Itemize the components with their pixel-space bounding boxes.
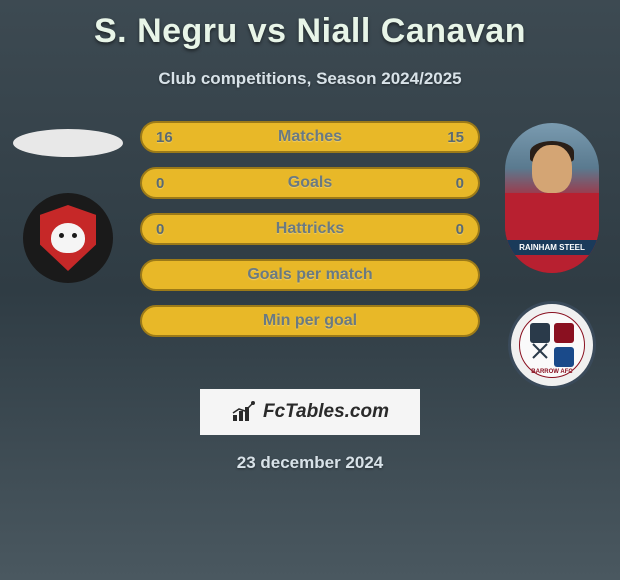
stat-left-value: 0 bbox=[156, 175, 164, 192]
subtitle: Club competitions, Season 2024/2025 bbox=[0, 69, 620, 89]
stat-row-goals: 0 Goals 0 bbox=[140, 167, 480, 199]
shield-icon bbox=[40, 205, 96, 271]
stat-left-value: 0 bbox=[156, 221, 164, 238]
jersey-sponsor: RAINHAM STEEL bbox=[505, 240, 599, 255]
chart-icon bbox=[231, 401, 257, 423]
stat-row-goals-per-match: Goals per match bbox=[140, 259, 480, 291]
stat-row-hattricks: 0 Hattricks 0 bbox=[140, 213, 480, 245]
stat-right-value: 15 bbox=[447, 129, 464, 146]
date-label: 23 december 2024 bbox=[0, 453, 620, 473]
stat-label: Goals per match bbox=[247, 266, 372, 284]
brand-text: FcTables.com bbox=[263, 401, 389, 423]
footer-brand[interactable]: FcTables.com bbox=[200, 389, 420, 435]
stats-bars: 16 Matches 15 0 Goals 0 0 Hattricks 0 Go… bbox=[140, 121, 480, 337]
stat-row-matches: 16 Matches 15 bbox=[140, 121, 480, 153]
stat-label: Hattricks bbox=[276, 220, 344, 238]
player-photo-placeholder bbox=[13, 129, 123, 157]
stat-row-min-per-goal: Min per goal bbox=[140, 305, 480, 337]
stat-label: Goals bbox=[288, 174, 332, 192]
comparison-content: RAINHAM STEEL BARROW AFC 16 Matches 15 0… bbox=[0, 121, 620, 337]
stat-label: Min per goal bbox=[263, 312, 357, 330]
badge-text: BARROW AFC bbox=[520, 369, 584, 375]
lion-icon bbox=[51, 223, 85, 253]
left-player-column bbox=[8, 121, 128, 283]
stat-right-value: 0 bbox=[456, 175, 464, 192]
stat-label: Matches bbox=[278, 128, 342, 146]
page-title: S. Negru vs Niall Canavan bbox=[0, 0, 620, 51]
player-photo: RAINHAM STEEL bbox=[505, 123, 599, 273]
stat-right-value: 0 bbox=[456, 221, 464, 238]
right-player-column: RAINHAM STEEL BARROW AFC bbox=[492, 121, 612, 389]
right-club-badge: BARROW AFC bbox=[508, 301, 596, 389]
left-club-badge bbox=[23, 193, 113, 283]
stat-left-value: 16 bbox=[156, 129, 173, 146]
